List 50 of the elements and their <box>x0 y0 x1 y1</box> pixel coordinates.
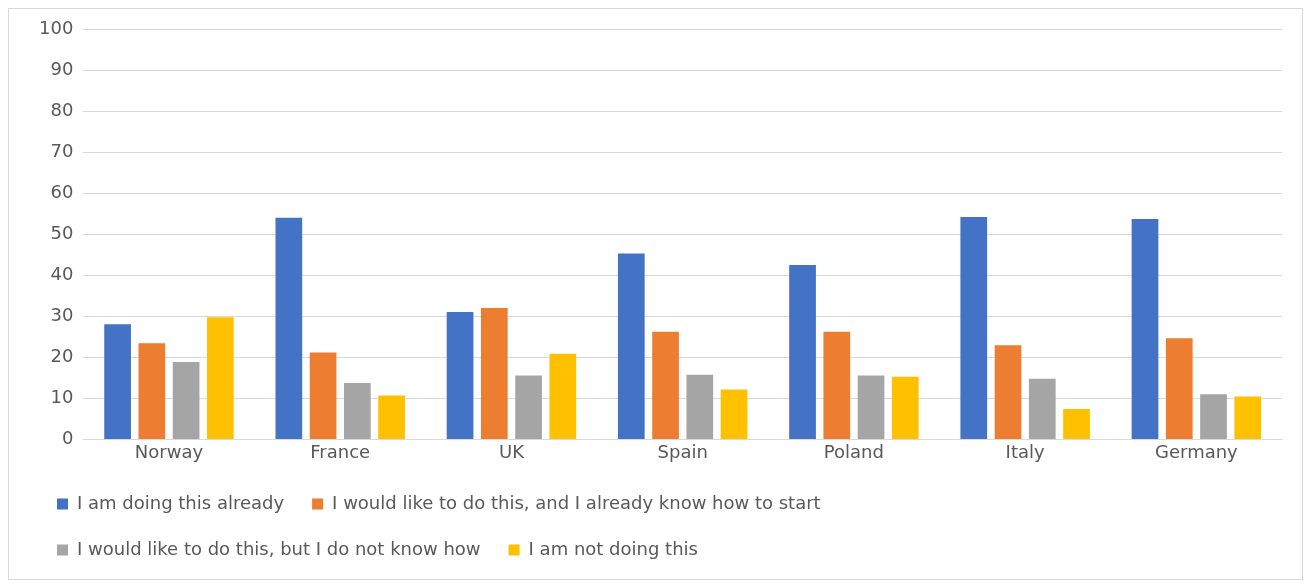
legend-label: I am doing this already <box>77 491 285 513</box>
y-tick-label: 10 <box>50 386 74 408</box>
y-tick-label: 60 <box>50 181 74 203</box>
bar <box>275 217 303 439</box>
x-tick-label: Germany <box>1155 440 1239 462</box>
bar <box>1234 396 1262 439</box>
bar <box>1200 394 1227 439</box>
bar <box>720 389 748 439</box>
bar <box>446 312 474 439</box>
legend-label: I would like to do this, and I already know how to start <box>332 491 821 513</box>
x-tick-label: Norway <box>134 440 204 462</box>
bar <box>515 375 542 439</box>
y-tick-label: 0 <box>61 427 74 449</box>
legend-label: I am not doing this <box>528 537 698 559</box>
bar <box>1165 338 1193 439</box>
bar <box>891 376 919 439</box>
x-tick-label: Spain <box>657 440 708 462</box>
bar <box>789 264 816 439</box>
bar <box>480 307 508 439</box>
bar <box>823 331 851 439</box>
x-tick-label: France <box>310 440 371 462</box>
legend-label: I would like to do this, but I do not know how <box>77 537 481 559</box>
x-tick-label: Poland <box>823 440 884 462</box>
y-tick-label: 70 <box>50 140 74 162</box>
bar <box>172 361 200 439</box>
y-tick-label: 30 <box>50 304 74 326</box>
y-tick-label: 40 <box>50 263 74 285</box>
bar <box>617 253 645 439</box>
bar <box>309 352 337 439</box>
bar <box>549 353 577 439</box>
bar <box>378 395 405 439</box>
bar <box>1028 378 1056 439</box>
bar <box>960 216 988 439</box>
y-tick-label: 80 <box>50 99 74 121</box>
y-tick-label: 50 <box>50 222 74 244</box>
bar <box>994 345 1022 439</box>
bar <box>686 374 714 439</box>
bar <box>343 382 371 439</box>
bar <box>857 375 885 439</box>
bar <box>1131 219 1159 439</box>
bar <box>1063 409 1090 439</box>
y-tick-label: 90 <box>50 58 74 80</box>
y-tick-label: 100 <box>39 17 74 39</box>
x-tick-label: UK <box>498 440 526 462</box>
x-tick-label: Italy <box>1005 440 1046 462</box>
bar <box>138 343 166 439</box>
y-tick-label: 20 <box>50 345 74 367</box>
bar <box>206 317 234 439</box>
bar <box>104 324 131 439</box>
bar <box>652 331 679 439</box>
